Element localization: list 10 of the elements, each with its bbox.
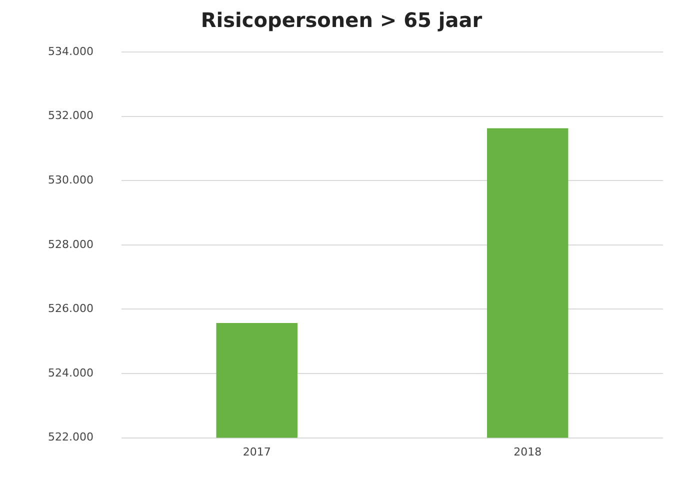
y-tick-label: 528.000	[48, 238, 94, 251]
y-tick-label: 530.000	[48, 173, 94, 186]
y-tick-label: 534.000	[48, 44, 94, 58]
chart-title: Risicopersonen > 65 jaar	[200, 8, 482, 32]
x-tick-label: 2018	[514, 445, 542, 458]
y-tick-label: 522.000	[48, 430, 94, 444]
y-tick-label: 532.000	[48, 109, 94, 122]
y-tick-label: 526.000	[48, 302, 94, 316]
y-tick-label: 524.000	[48, 366, 94, 380]
x-tick-label: 2017	[242, 445, 271, 458]
